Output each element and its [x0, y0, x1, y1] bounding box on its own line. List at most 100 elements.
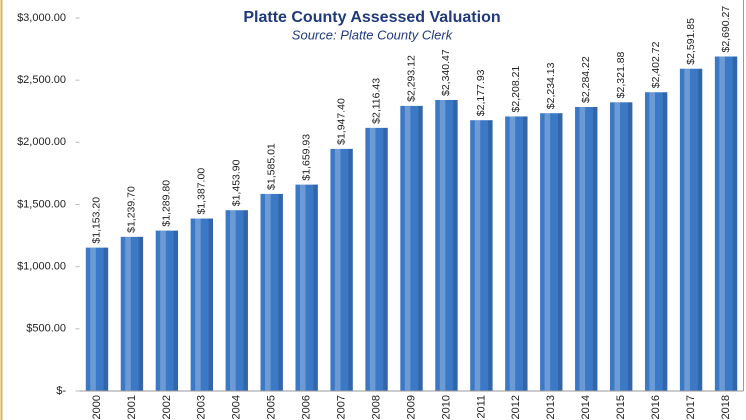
- x-tick-label: 2013: [545, 395, 557, 419]
- x-tick-label: 2010: [440, 395, 452, 419]
- x-tick-label: 2008: [370, 395, 382, 419]
- bar: [155, 230, 179, 391]
- bar-shade: [103, 247, 109, 391]
- bar: [610, 102, 633, 391]
- bar-highlight: [230, 210, 236, 391]
- value-label: $2,321.88: [615, 51, 627, 98]
- value-label: $2,591.85: [685, 18, 697, 65]
- x-tick-label: 2002: [161, 395, 173, 419]
- x-tick-label: 2012: [510, 395, 522, 419]
- bar-shade: [383, 127, 388, 391]
- bar: [644, 92, 668, 391]
- bar-shade: [348, 148, 353, 391]
- bar-highlight: [684, 68, 690, 392]
- value-label: $2,177.93: [475, 69, 487, 116]
- bar-highlight: [195, 218, 201, 391]
- x-tick-label: 2006: [301, 395, 313, 419]
- bar-highlight: [439, 100, 446, 392]
- bar: [330, 148, 353, 391]
- bar: [85, 247, 109, 391]
- value-label: $1,153.20: [91, 197, 103, 244]
- bar-highlight: [649, 92, 656, 391]
- bar: [120, 236, 144, 391]
- bar-highlight: [160, 230, 166, 391]
- bar-shade: [732, 56, 738, 391]
- bar-shade: [243, 210, 248, 391]
- x-tick-label: 2017: [685, 395, 697, 419]
- bar-highlight: [265, 193, 271, 391]
- bar-shade: [557, 113, 563, 391]
- x-tick-label: 2004: [231, 395, 243, 419]
- bar: [190, 218, 213, 391]
- y-tick-label: $1,500.00: [17, 198, 66, 210]
- bar-highlight: [90, 247, 96, 391]
- bar-shade: [313, 184, 318, 391]
- value-label: $1,387.00: [196, 168, 208, 215]
- x-tick-label: 2003: [196, 395, 208, 419]
- bar-highlight: [614, 102, 621, 391]
- bar-shade: [627, 102, 633, 391]
- value-label: $2,293.12: [405, 55, 417, 102]
- value-label: $1,289.80: [161, 180, 173, 227]
- x-tick-label: 2011: [475, 395, 487, 419]
- value-label: $1,947.40: [335, 98, 347, 145]
- value-label: $2,284.22: [580, 56, 592, 103]
- y-tick-label: $1,000.00: [17, 261, 66, 273]
- bar: [714, 56, 738, 391]
- bar-highlight: [299, 184, 306, 391]
- bar-shade: [488, 120, 493, 392]
- bar: [679, 68, 703, 392]
- bar-shade: [138, 236, 144, 391]
- value-label: $1,453.90: [231, 159, 243, 206]
- y-tick-label: $2,500.00: [17, 74, 66, 86]
- bar-highlight: [125, 236, 131, 391]
- x-tick-label: 2007: [336, 395, 348, 419]
- bar-shade: [662, 92, 668, 391]
- bar-shade: [208, 218, 213, 391]
- value-label: $2,340.47: [440, 49, 452, 96]
- bar: [575, 106, 598, 392]
- value-label: $2,690.27: [720, 6, 732, 53]
- bar-highlight: [544, 113, 551, 391]
- bar: [540, 113, 563, 391]
- bar-shade: [418, 105, 423, 392]
- x-tick-label: 2015: [615, 395, 627, 419]
- bar-highlight: [509, 116, 516, 391]
- chart-title: Platte County Assessed Valuation: [243, 9, 500, 26]
- bar: [260, 193, 283, 391]
- bar-shade: [453, 100, 458, 392]
- x-tick-label: 2009: [405, 395, 417, 419]
- bar: [225, 210, 248, 391]
- bar-highlight: [579, 106, 586, 392]
- bar: [505, 116, 528, 391]
- bar-highlight: [404, 105, 411, 392]
- y-tick-label: $500.00: [26, 323, 66, 335]
- x-tick-label: 2000: [91, 395, 103, 419]
- bar: [400, 105, 423, 392]
- bar-shade: [592, 106, 598, 392]
- bar-highlight: [369, 127, 376, 391]
- bar: [365, 127, 388, 391]
- y-tick-label: $3,000.00: [17, 12, 66, 24]
- value-label: $2,402.72: [650, 41, 662, 88]
- value-label: $2,208.21: [510, 66, 522, 113]
- value-label: $1,585.01: [265, 143, 277, 190]
- value-label: $1,659.93: [300, 134, 312, 181]
- bar: [295, 184, 318, 391]
- bar-shade: [173, 230, 179, 391]
- x-tick-label: 2001: [126, 395, 138, 419]
- x-tick-label: 2018: [720, 395, 732, 419]
- value-label: $1,239.70: [126, 186, 138, 233]
- bar-shade: [697, 68, 703, 392]
- x-tick-label: 2014: [580, 395, 592, 419]
- y-tick-label: $-: [56, 385, 66, 397]
- bar-highlight: [334, 148, 341, 391]
- bar-highlight: [719, 56, 725, 391]
- chart-subtitle: Source: Platte County Clerk: [292, 27, 454, 42]
- x-tick-label: 2016: [650, 395, 662, 419]
- value-label: $2,234.13: [545, 62, 557, 109]
- x-tick-label: 2005: [266, 395, 278, 419]
- bar-shade: [278, 193, 283, 391]
- value-label: $2,116.43: [370, 78, 382, 124]
